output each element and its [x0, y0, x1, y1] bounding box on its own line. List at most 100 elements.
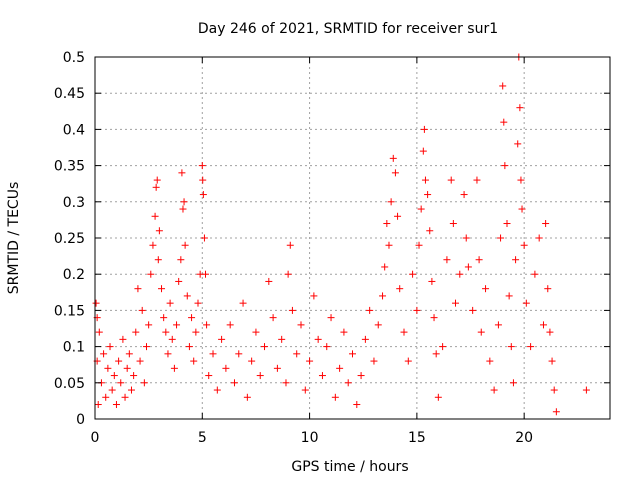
data-point: [464, 263, 472, 271]
data-point: [106, 343, 114, 351]
data-point: [110, 372, 118, 380]
data-point: [512, 256, 520, 264]
data-point: [293, 350, 301, 358]
data-point: [482, 285, 490, 293]
data-point: [152, 183, 160, 191]
data-point: [209, 350, 217, 358]
y-tick-label: 0.1: [63, 340, 85, 356]
data-point: [415, 241, 423, 249]
x-axis-label: GPS time / hours: [291, 459, 408, 475]
data-point: [119, 335, 127, 343]
data-point: [370, 357, 378, 365]
data-point: [256, 372, 264, 380]
data-point: [166, 299, 174, 307]
data-point: [140, 379, 148, 387]
data-point: [361, 335, 369, 343]
data-point: [183, 292, 191, 300]
data-point: [235, 350, 243, 358]
data-point: [443, 256, 451, 264]
data-point: [394, 212, 402, 220]
data-point: [265, 277, 273, 285]
data-point: [143, 343, 150, 351]
data-point: [199, 176, 207, 184]
data-point: [449, 220, 457, 228]
data-point: [125, 350, 133, 358]
data-point: [505, 292, 513, 300]
data-point: [424, 191, 432, 199]
data-point: [190, 357, 198, 365]
grid: [95, 57, 610, 419]
data-point: [522, 299, 530, 307]
data-point: [336, 364, 344, 372]
data-point: [154, 256, 162, 264]
data-point: [501, 162, 509, 170]
data-point: [331, 393, 339, 401]
data-point: [222, 364, 230, 372]
data-point: [323, 343, 331, 351]
data-point: [282, 379, 290, 387]
data-point: [188, 314, 196, 322]
data-point: [192, 328, 200, 336]
y-tick-label: 0.35: [54, 159, 85, 175]
data-point: [544, 285, 552, 293]
data-point: [379, 292, 387, 300]
data-point: [149, 241, 157, 249]
data-point: [138, 306, 146, 314]
data-point: [548, 357, 556, 365]
data-point: [447, 176, 455, 184]
data-point: [391, 169, 399, 177]
data-point: [460, 191, 468, 199]
data-point: [420, 125, 428, 133]
data-point: [213, 386, 221, 394]
data-point: [381, 263, 389, 271]
data-point: [419, 147, 427, 155]
data-point: [389, 154, 397, 162]
x-tick-label: 20: [515, 430, 533, 446]
x-tick-label: 0: [91, 430, 100, 446]
data-point: [517, 176, 525, 184]
data-point: [486, 357, 494, 365]
data-point: [497, 234, 505, 242]
data-point: [426, 227, 434, 235]
data-point: [151, 212, 159, 220]
data-point: [318, 372, 326, 380]
data-point: [92, 299, 100, 307]
data-point: [539, 321, 547, 329]
y-axis-label: SRMTID / TECUs: [6, 182, 22, 295]
data-point: [121, 393, 129, 401]
data-point: [385, 241, 393, 249]
data-point: [409, 270, 417, 278]
data-point: [164, 350, 172, 358]
data-point: [269, 314, 277, 322]
data-point: [181, 241, 189, 249]
data-point: [340, 328, 348, 336]
data-point: [102, 393, 110, 401]
y-tick-label: 0: [76, 412, 85, 428]
data-point: [475, 256, 483, 264]
data-point: [582, 386, 590, 394]
data-point: [252, 328, 260, 336]
data-point: [301, 386, 309, 394]
data-point: [400, 328, 408, 336]
data-point: [108, 386, 116, 394]
data-point: [162, 328, 170, 336]
data-point: [473, 176, 481, 184]
data-points: [92, 53, 590, 416]
data-point: [134, 285, 142, 293]
data-point: [185, 343, 193, 351]
data-point: [147, 270, 155, 278]
data-point: [100, 350, 108, 358]
data-point: [387, 198, 395, 206]
data-point: [200, 234, 208, 242]
axis-ticks: [94, 56, 610, 420]
data-point: [520, 241, 528, 249]
data-point: [439, 343, 447, 351]
data-point: [117, 379, 125, 387]
data-point: [273, 364, 281, 372]
data-point: [462, 234, 470, 242]
data-point: [413, 306, 421, 314]
data-point: [170, 364, 178, 372]
y-tick-label: 0.2: [63, 267, 85, 283]
data-point: [115, 357, 123, 365]
data-point: [278, 335, 286, 343]
